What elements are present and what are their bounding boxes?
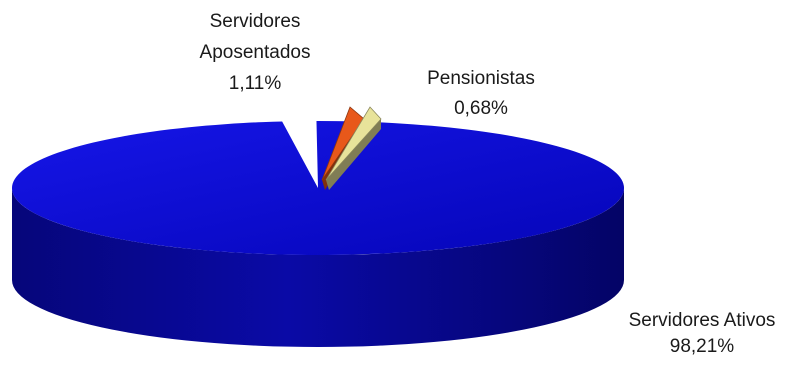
- pie-label-line: Servidores Ativos: [629, 310, 776, 331]
- pie-label-line: 98,21%: [670, 336, 735, 357]
- pie-label-line: Aposentados: [200, 42, 311, 63]
- pie-label-line: Pensionistas: [427, 68, 535, 89]
- pie-label-servidores-ativos: Servidores Ativos 98,21%: [629, 310, 776, 357]
- pie-label-line: 1,11%: [229, 73, 282, 94]
- pie-label-line: 0,68%: [454, 98, 508, 119]
- pie-slice-servidores-ativos: [11, 121, 624, 255]
- pie-label-pensionistas: Pensionistas 0,68%: [427, 68, 535, 119]
- pie-labels-group: Servidores Ativos 98,21% Servidores Aposent…: [200, 11, 776, 357]
- pie-slice-pensionistas: [325, 106, 382, 190]
- pie-label-line: Servidores: [210, 11, 301, 32]
- pie-label-servidores-aposentados: Servidores Aposentados 1,11%: [200, 11, 311, 94]
- pie-slices-group: [11, 106, 624, 347]
- pie-slice-servidores-ativos-side: [12, 188, 624, 347]
